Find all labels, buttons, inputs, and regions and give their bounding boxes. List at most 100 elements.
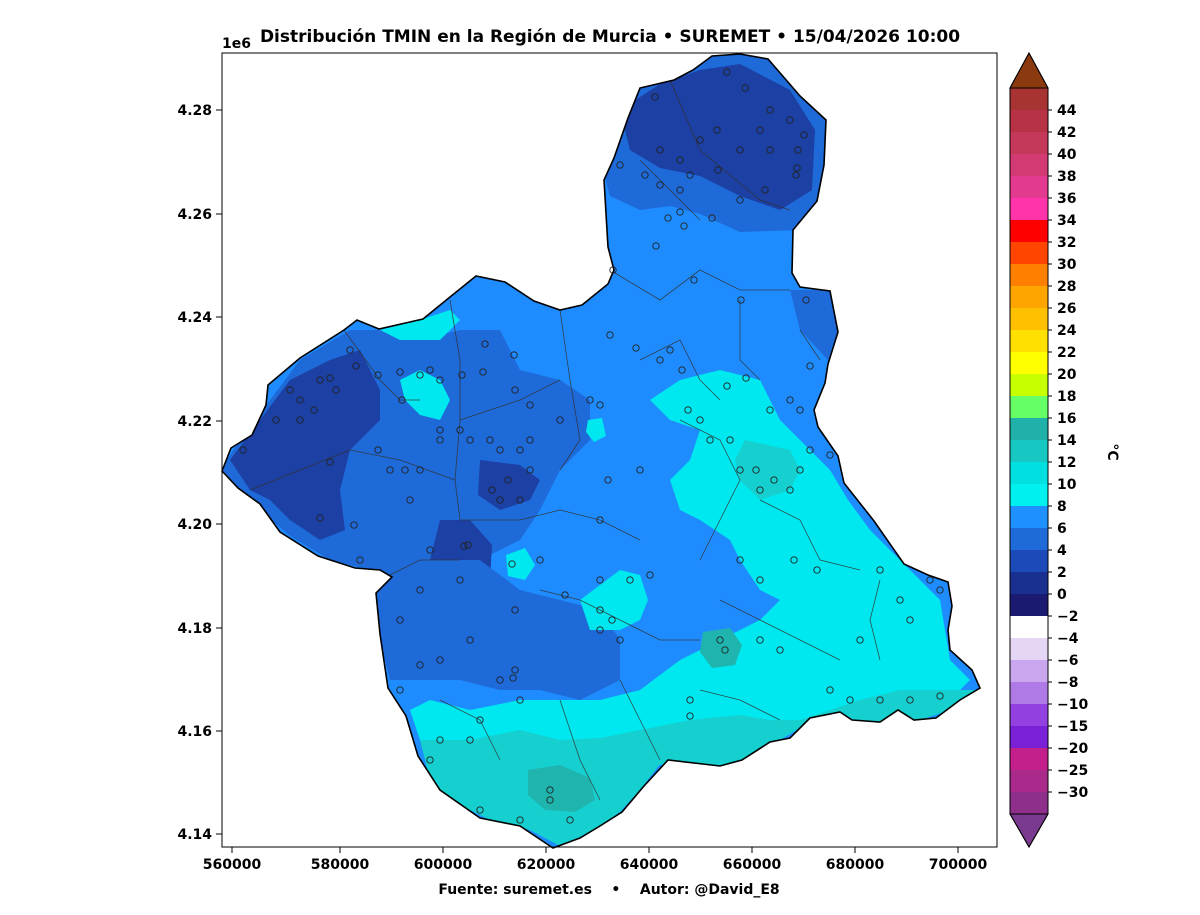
station-marker: [436, 436, 444, 444]
colorbar-band: [1010, 176, 1048, 199]
station-marker: [398, 396, 406, 404]
station-marker: [706, 436, 714, 444]
station-marker: [546, 786, 554, 794]
colorbar-band: [1010, 594, 1048, 617]
colorbar-band: [1010, 682, 1048, 705]
station-marker: [486, 436, 494, 444]
station-marker: [466, 736, 474, 744]
station-marker: [526, 466, 534, 474]
station-marker: [651, 93, 659, 101]
station-marker: [742, 374, 750, 382]
station-marker: [896, 596, 904, 604]
colorbar-tick-label: 36: [1057, 191, 1076, 207]
colorbar-tick-label: 8: [1057, 499, 1067, 515]
x-tick-label: 620000: [517, 857, 576, 873]
station-marker: [813, 566, 821, 574]
colorbar-band: [1010, 88, 1048, 111]
colorbar-band: [1010, 638, 1048, 661]
colorbar-band: [1010, 418, 1048, 441]
station-marker: [476, 716, 484, 724]
colorbar-tick-label: 6: [1057, 521, 1067, 537]
station-marker: [316, 376, 324, 384]
colorbar-band: [1010, 286, 1048, 309]
station-marker: [608, 616, 616, 624]
station-marker: [296, 396, 304, 404]
colorbar-band: [1010, 792, 1048, 815]
station-marker: [906, 616, 914, 624]
station-marker: [596, 576, 604, 584]
zone-deepest-blue-north: [620, 64, 815, 210]
station-marker: [686, 171, 694, 179]
map-title: Distribución TMIN en la Región de Murcia…: [259, 27, 961, 47]
station-marker: [556, 416, 564, 424]
colorbar-tick-label: 42: [1057, 125, 1076, 141]
station-marker: [876, 566, 884, 574]
station-marker: [604, 476, 612, 484]
colorbar-outline: [1009, 51, 1049, 849]
station-marker: [356, 556, 364, 564]
colorbar-unit: °C: [1104, 443, 1120, 460]
station-marker: [456, 576, 464, 584]
station-marker: [736, 556, 744, 564]
zone-cyan-mid: [586, 418, 606, 442]
station-marker: [936, 586, 944, 594]
station-marker: [686, 712, 694, 720]
station-marker: [666, 346, 674, 354]
station-marker: [426, 756, 434, 764]
station-marker: [476, 806, 484, 814]
colorbar-band: [1010, 462, 1048, 485]
y-tick-label: 4.20: [177, 517, 212, 533]
y-tick-label: 4.26: [177, 207, 212, 223]
station-marker: [239, 446, 247, 454]
colorbar-band: [1010, 616, 1048, 639]
station-marker: [316, 514, 324, 522]
colorbar-tick-label: 22: [1057, 345, 1076, 361]
station-marker: [561, 591, 569, 599]
colorbar-tick-label: −15: [1057, 719, 1088, 735]
station-marker: [726, 436, 734, 444]
x-tick-label: 580000: [311, 857, 370, 873]
station-marker: [504, 476, 512, 484]
station-marker: [708, 214, 716, 222]
x-tick-label: 700000: [929, 857, 988, 873]
colorbar-bottom-extension: [1009, 813, 1049, 849]
station-marker: [426, 546, 434, 554]
colorbar: 4442403836343230282624222018161412108642…: [1009, 51, 1088, 849]
station-marker: [721, 646, 729, 654]
station-marker: [416, 586, 424, 594]
station-marker: [496, 676, 504, 684]
zone-teal-east: [735, 440, 800, 500]
colorbar-tick-label: −25: [1057, 763, 1088, 779]
station-marker: [686, 696, 694, 704]
station-marker: [466, 436, 474, 444]
colorbar-band: [1010, 440, 1048, 463]
colorbar-tick-label: 20: [1057, 367, 1077, 383]
colorbar-tick-label: 44: [1057, 103, 1077, 119]
colorbar-tick-label: 18: [1057, 389, 1076, 405]
station-marker: [676, 208, 684, 216]
station-marker: [396, 368, 404, 376]
station-marker: [511, 606, 519, 614]
station-marker: [326, 374, 334, 382]
station-marker: [516, 696, 524, 704]
station-marker: [646, 571, 654, 579]
zone-cyan-center: [580, 570, 648, 630]
station-marker: [326, 458, 334, 466]
x-tick-label: 600000: [414, 857, 473, 873]
colorbar-band: [1010, 374, 1048, 397]
station-marker: [596, 606, 604, 614]
y-tick-label: 4.16: [177, 724, 212, 740]
colorbar-tick-label: 32: [1057, 235, 1076, 251]
zone-cyan-small: [506, 548, 535, 580]
station-marker: [350, 521, 358, 529]
station-marker: [606, 331, 614, 339]
colorbar-band: [1010, 550, 1048, 573]
station-marker: [346, 346, 354, 354]
station-marker: [632, 344, 640, 352]
station-marker: [416, 371, 424, 379]
colorbar-tick-label: −2: [1057, 609, 1078, 625]
station-marker: [736, 466, 744, 474]
station-marker: [396, 616, 404, 624]
station-marker: [766, 106, 774, 114]
